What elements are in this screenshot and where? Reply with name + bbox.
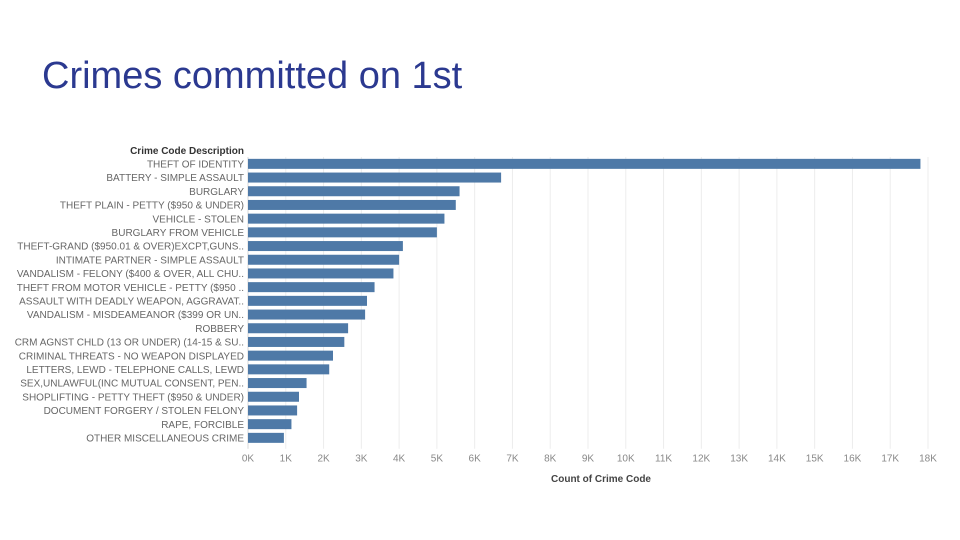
x-tick-label: 12K — [692, 454, 710, 465]
bar[interactable] — [248, 323, 349, 334]
bar[interactable] — [248, 282, 375, 293]
bar[interactable] — [248, 336, 345, 347]
category-label: THEFT FROM MOTOR VEHICLE - PETTY ($950 .… — [17, 283, 244, 294]
bar[interactable] — [248, 391, 299, 402]
x-tick-label: 18K — [919, 454, 937, 465]
x-tick-label: 15K — [806, 454, 824, 465]
bar[interactable] — [248, 350, 333, 361]
x-tick-label: 7K — [506, 454, 519, 465]
category-label: SEX,UNLAWFUL(INC MUTUAL CONSENT, PEN.. — [20, 379, 244, 390]
category-label: RAPE, FORCIBLE — [161, 420, 244, 431]
bar[interactable] — [248, 364, 330, 375]
bar[interactable] — [248, 172, 502, 183]
bar[interactable] — [248, 254, 400, 265]
x-tick-label: 17K — [881, 454, 899, 465]
category-label: CRIMINAL THREATS - NO WEAPON DISPLAYED — [19, 351, 244, 362]
x-tick-label: 1K — [280, 454, 293, 465]
bar[interactable] — [248, 199, 456, 210]
category-label: INTIMATE PARTNER - SIMPLE ASSAULT — [56, 255, 244, 266]
x-axis-ticks: 0K 1K 2K 3K 4K 5K 6K 7K 8K 9K 10K 11K 12K 13K 14K 15K 16… — [242, 454, 937, 465]
category-label: SHOPLIFTING - PETTY THEFT ($950 & UNDER) — [22, 392, 244, 403]
bar[interactable] — [248, 186, 460, 197]
category-label: OTHER MISCELLANEOUS CRIME — [86, 433, 244, 444]
x-tick-label: 0K — [242, 454, 255, 465]
category-label: BURGLARY — [189, 187, 244, 198]
bar[interactable] — [248, 227, 437, 238]
bar[interactable] — [248, 213, 445, 224]
category-label: LETTERS, LEWD - TELEPHONE CALLS, LEWD — [26, 365, 244, 376]
bar[interactable] — [248, 419, 292, 430]
bar[interactable] — [248, 295, 367, 306]
x-tick-label: 5K — [431, 454, 444, 465]
bar[interactable] — [248, 405, 298, 416]
category-label: THEFT PLAIN - PETTY ($950 & UNDER) — [60, 201, 244, 212]
slide-title: Crimes committed on 1st — [42, 55, 463, 97]
bar[interactable] — [248, 309, 366, 320]
x-tick-label: 4K — [393, 454, 406, 465]
bar[interactable] — [248, 268, 394, 279]
category-label: DOCUMENT FORGERY / STOLEN FELONY — [44, 406, 245, 417]
bars — [248, 158, 921, 443]
x-tick-label: 2K — [317, 454, 330, 465]
x-axis-title: Count of Crime Code — [551, 474, 651, 485]
x-tick-label: 8K — [544, 454, 557, 465]
category-label: THEFT OF IDENTITY — [147, 159, 244, 170]
category-label: CRM AGNST CHLD (13 OR UNDER) (14-15 & SU… — [15, 338, 244, 349]
category-labels: THEFT OF IDENTITY BATTERY - SIMPLE ASSAUL… — [15, 159, 245, 444]
x-tick-label: 13K — [730, 454, 748, 465]
category-label: BATTERY - SIMPLE ASSAULT — [106, 173, 244, 184]
x-tick-label: 11K — [655, 454, 672, 465]
bar[interactable] — [248, 241, 403, 252]
x-tick-label: 14K — [768, 454, 786, 465]
x-tick-label: 6K — [469, 454, 482, 465]
category-label: ASSAULT WITH DEADLY WEAPON, AGGRAVAT.. — [19, 296, 244, 307]
category-label: BURGLARY FROM VEHICLE — [112, 228, 245, 239]
bar[interactable] — [248, 378, 307, 389]
x-tick-label: 16K — [844, 454, 862, 465]
category-label: ROBBERY — [195, 324, 244, 335]
x-tick-label: 3K — [355, 454, 368, 465]
category-label: THEFT-GRAND ($950.01 & OVER)EXCPT,GUNS.. — [17, 242, 244, 253]
x-tick-label: 10K — [617, 454, 635, 465]
category-label: VANDALISM - MISDEAMEANOR ($399 OR UN.. — [27, 310, 244, 321]
row-header: Crime Code Description — [130, 146, 244, 157]
category-label: VEHICLE - STOLEN — [152, 214, 244, 225]
bar[interactable] — [248, 432, 284, 443]
x-tick-label: 9K — [582, 454, 595, 465]
bar[interactable] — [248, 158, 921, 169]
category-label: VANDALISM - FELONY ($400 & OVER, ALL CHU… — [17, 269, 244, 280]
